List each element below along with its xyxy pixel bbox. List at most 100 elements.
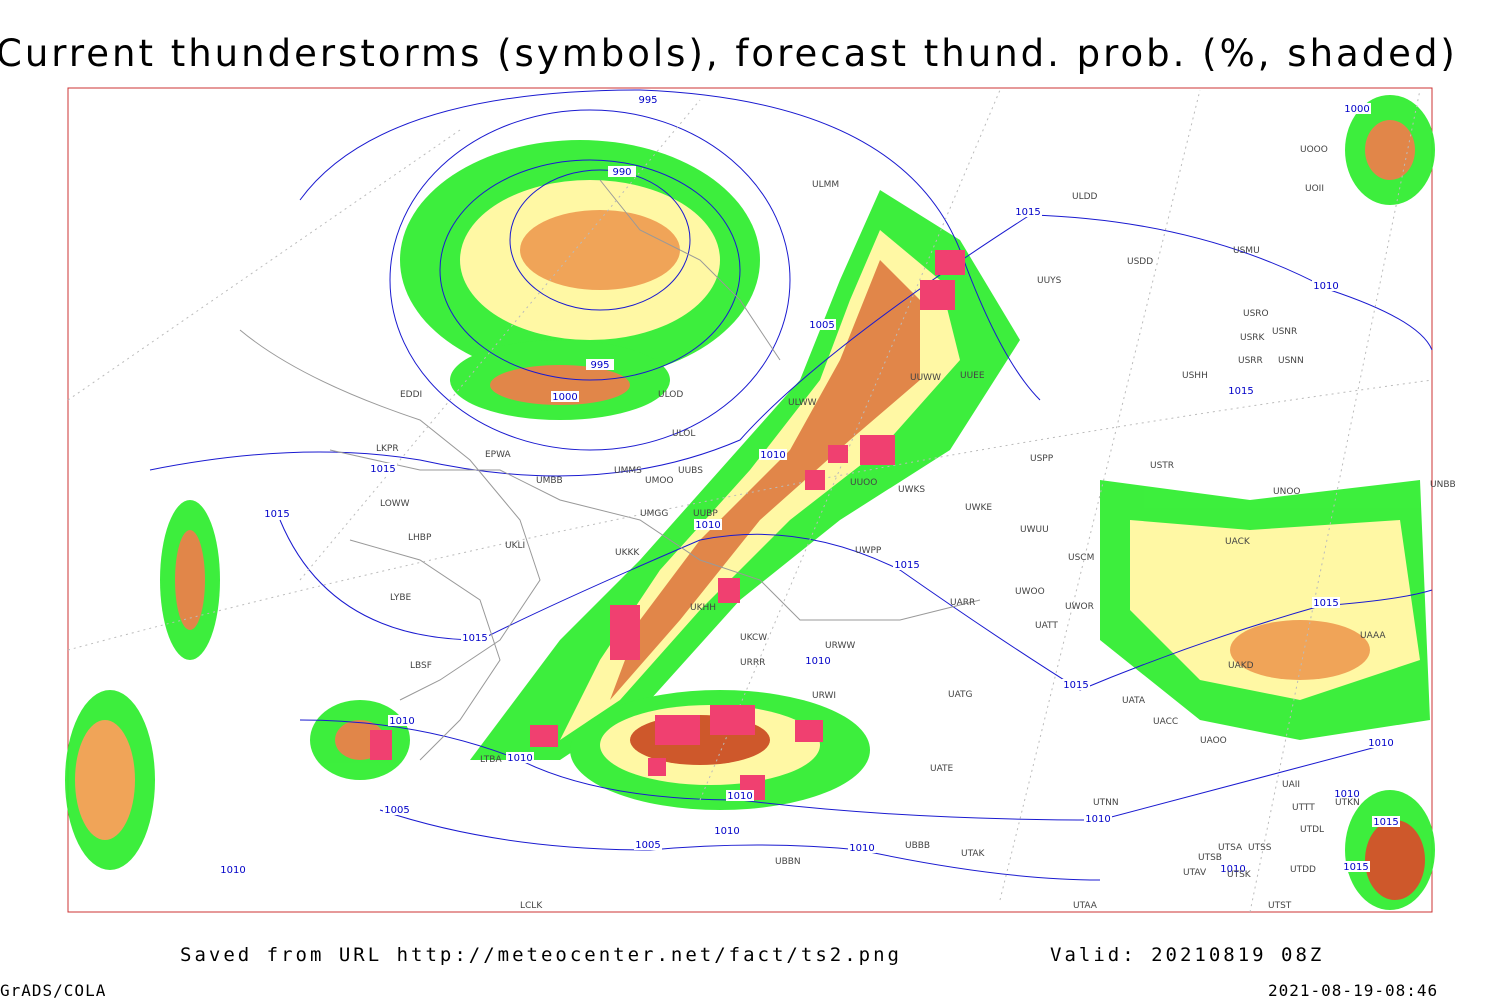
station-label: UBBB (905, 841, 930, 851)
isobar-label: 1005 (635, 840, 660, 851)
station-label: UUYS (1037, 276, 1062, 286)
isobar-label-bg (848, 842, 876, 853)
isobar-label: 1010 (1220, 864, 1245, 875)
station-label: UUEE (960, 371, 985, 381)
isobar-label: 1010 (760, 450, 785, 461)
isobar-label: 1015 (1063, 680, 1088, 691)
station-label: URWW (825, 641, 855, 651)
station-label: UWKE (965, 503, 992, 513)
station-label: UKLI (505, 541, 525, 551)
isobar-label: 1015 (264, 509, 289, 520)
station-label: USDD (1127, 257, 1153, 267)
isobar-label: 1010 (805, 656, 830, 667)
station-label: UNBB (1430, 480, 1456, 490)
station-label: UWKS (898, 485, 925, 495)
isobar-label: 1015 (1228, 386, 1253, 397)
isobar-label: 1010 (727, 791, 752, 802)
station-label: UWPP (855, 546, 882, 556)
station-label: UMGG (640, 509, 668, 519)
station-label: UTAK (961, 849, 986, 859)
isobar-label-bg (388, 715, 416, 726)
station-label: UUWW (910, 373, 941, 383)
station-label: UTDL (1300, 825, 1324, 835)
isobar-label: 1005 (809, 320, 834, 331)
station-label: UAII (1282, 780, 1300, 790)
station-label: ULMM (812, 180, 839, 190)
station-label: UARR (950, 598, 975, 608)
station-label: UAAA (1360, 631, 1386, 641)
isobar-label: 1015 (1343, 862, 1368, 873)
isobar-label-bg (1333, 788, 1361, 799)
isobar-label-bg (634, 94, 662, 105)
station-label: UTAA (1073, 901, 1098, 911)
station-label: UATG (948, 690, 973, 700)
isobar-label: 1015 (1313, 598, 1338, 609)
station-label: LTBA (480, 755, 502, 765)
software-credit: GrADS/COLA (0, 981, 106, 1000)
station-label: UTSB (1198, 853, 1222, 863)
station-label: LCLK (520, 901, 543, 911)
station-label: LHBP (408, 533, 432, 543)
thunderstorm-symbols (370, 250, 965, 800)
isobar-label-bg (634, 839, 662, 850)
station-label: USRK (1240, 333, 1266, 343)
station-label: LOWW (380, 499, 410, 509)
station-label: UTSK (1227, 870, 1252, 880)
isobar-label-bg (694, 519, 722, 530)
isobar-label-bg (1312, 280, 1340, 291)
isobar-label-bg (726, 790, 754, 801)
station-label: UMBB (536, 476, 563, 486)
station-label: UOOO (1300, 145, 1328, 155)
station-label: UUOO (850, 478, 877, 488)
station-label: ULDD (1072, 192, 1098, 202)
station-label: UATE (930, 764, 954, 774)
station-label: UTNN (1093, 798, 1119, 808)
probability-shading (65, 95, 1435, 910)
isobar-label: 1010 (389, 716, 414, 727)
isobar-label-bg (1367, 737, 1395, 748)
isobar-label-bg (1219, 863, 1247, 874)
borders (239, 179, 981, 761)
isobar-label: 1010 (1368, 738, 1393, 749)
valid-time: Valid: 20210819 08Z (1050, 944, 1324, 966)
station-label: USMU (1233, 246, 1260, 256)
title: Current thunderstorms (symbols), forecas… (0, 32, 1458, 75)
isobar-label-bg (219, 864, 247, 875)
isobar-label-bg (893, 559, 921, 570)
timestamp: 2021-08-19-08:46 (1268, 981, 1438, 1000)
isobar-label-bg (369, 463, 397, 474)
station-label: ULWW (788, 398, 817, 408)
isobar-label-bg (506, 752, 534, 763)
isobar-label-bg (1372, 816, 1400, 827)
isobar-label: 1010 (1334, 789, 1359, 800)
station-label: UTST (1268, 901, 1292, 911)
station-label: UKCW (740, 633, 767, 643)
isobar-label: 1000 (552, 392, 577, 403)
station-label: LYBE (390, 593, 411, 603)
station-label: UTSA (1218, 843, 1243, 853)
station-label: UMOO (645, 476, 674, 486)
station-label: USPP (1030, 454, 1054, 464)
isobar-label-bg (759, 449, 787, 460)
station-label: EPWA (485, 450, 512, 460)
isobar-label-bg (608, 166, 636, 177)
station-label: UWUU (1020, 525, 1049, 535)
isobar-label: 1010 (220, 865, 245, 876)
station-label: UWOO (1015, 587, 1045, 597)
station-label: UKKK (615, 548, 640, 558)
source-url: Saved from URL http://meteocenter.net/fa… (180, 944, 902, 966)
station-label: UTTT (1292, 803, 1315, 813)
station-label: UTSS (1248, 843, 1272, 853)
isobar-label: 1010 (714, 826, 739, 837)
isobar-label-bg (804, 655, 832, 666)
isobar-label: 1015 (1373, 817, 1398, 828)
station-label: UMMS (614, 466, 642, 476)
station-label: USHH (1182, 371, 1208, 381)
isobar-label: 1015 (370, 464, 395, 475)
isobar-label: 1005 (384, 805, 409, 816)
station-label: EDDI (400, 390, 422, 400)
station-label: USRO (1243, 309, 1269, 319)
station-label: USRR (1238, 356, 1263, 366)
isobar-label: 995 (638, 95, 657, 106)
